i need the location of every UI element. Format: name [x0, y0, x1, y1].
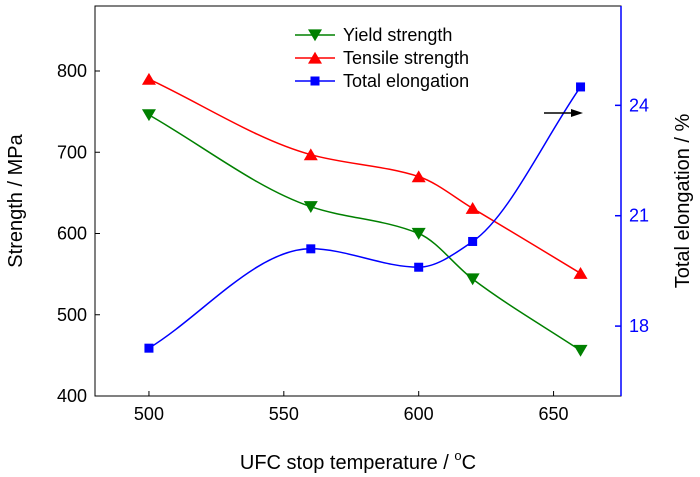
legend-label: Total elongation [343, 71, 469, 91]
x-tick-label: 550 [269, 404, 299, 424]
arrow-head [571, 109, 583, 117]
y2-axis-label: Total elongation / % [672, 114, 694, 289]
y-axis-ticks: 400 500 600 700 800 [57, 61, 100, 406]
data-point [141, 109, 156, 122]
legend-marker [308, 51, 322, 64]
x-axis-label: UFC stop temperature / oC [240, 448, 476, 474]
x-axis-label-unit: C [462, 452, 476, 474]
x-axis-label-main: UFC stop temperature / [240, 452, 455, 474]
curves [148, 78, 582, 352]
data-point [141, 72, 156, 85]
markers [141, 72, 588, 357]
data-point [144, 343, 154, 353]
x-tick-label: 650 [539, 404, 569, 424]
y-tick-label: 800 [57, 61, 87, 81]
x-axis-ticks: 500 550 600 650 [134, 391, 569, 424]
data-point [303, 148, 318, 161]
data-point [411, 170, 426, 183]
y-tick-label: 400 [57, 386, 87, 406]
data-point [465, 273, 480, 286]
series-line [148, 86, 582, 349]
legend-label: Tensile strength [343, 48, 469, 68]
legend: Yield strength Tensile strength Total elon… [295, 25, 469, 91]
data-point [468, 236, 478, 246]
x-tick-label: 500 [134, 404, 164, 424]
data-point [573, 267, 588, 279]
y2-axis-ticks: 18 21 24 [615, 95, 649, 336]
series-line [148, 78, 581, 274]
y-tick-label: 500 [57, 305, 87, 325]
legend-marker [308, 29, 322, 42]
data-point [306, 244, 316, 254]
plot-frame [94, 5, 622, 397]
y-tick-label: 700 [57, 142, 87, 162]
legend-marker [310, 76, 320, 86]
data-point [303, 201, 318, 213]
data-point [411, 227, 426, 240]
series-line [148, 114, 581, 352]
y-axis-label: Strength / MPa [5, 133, 27, 267]
x-axis-label-superscript: o [454, 448, 461, 463]
y-tick-label: 600 [57, 224, 87, 244]
data-point [576, 82, 586, 92]
y2-tick-label: 21 [629, 206, 649, 226]
data-point [573, 344, 588, 357]
legend-label: Yield strength [343, 25, 452, 45]
data-point [465, 202, 480, 214]
y2-tick-label: 24 [629, 95, 649, 115]
x-tick-label: 600 [404, 404, 434, 424]
elongation-axis-arrow [544, 109, 583, 117]
data-point [414, 262, 424, 272]
y2-tick-label: 18 [629, 316, 649, 336]
